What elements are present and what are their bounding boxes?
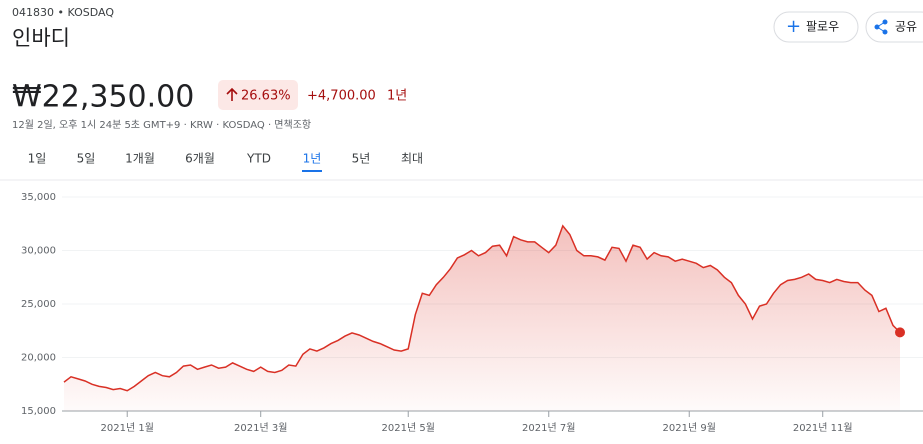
period-tab[interactable]: 1년	[303, 152, 322, 166]
period-tab[interactable]: 6개월	[185, 152, 215, 166]
y-tick-label: 25,000	[21, 299, 56, 310]
follow-label: 팔로우	[806, 20, 839, 34]
y-tick-label: 35,000	[21, 192, 56, 203]
x-tick-label: 2021년 3월	[234, 422, 287, 434]
stock-name: 인바디	[12, 26, 70, 50]
tab-underline	[302, 170, 322, 172]
period-tab[interactable]: YTD	[246, 152, 271, 166]
price: ₩22,350.00	[12, 80, 194, 115]
y-tick-label: 20,000	[21, 353, 56, 364]
period-tab[interactable]: 5일	[77, 152, 96, 166]
period-tab[interactable]: 최대	[401, 152, 423, 166]
plus-icon: +	[786, 16, 801, 37]
change-pct: 26.63%	[241, 89, 291, 104]
ticker: 041830 • KOSDAQ	[12, 6, 114, 19]
up-arrow	[226, 87, 238, 101]
last-point	[895, 327, 905, 338]
share-icon	[874, 19, 888, 35]
change-period: 1년	[387, 89, 407, 104]
timestamp: 12월 2일, 오후 1시 24분 5초 GMT+9 · KRW · KOSDA…	[12, 119, 311, 131]
share-button[interactable]	[865, 11, 923, 43]
x-tick-label: 2021년 5월	[382, 422, 435, 434]
change-abs: +4,700.00	[307, 89, 376, 104]
change-badge	[218, 80, 298, 110]
price-line	[63, 224, 901, 392]
share-label: 공유	[895, 20, 917, 34]
y-tick-label: 30,000	[21, 246, 56, 257]
period-tab[interactable]: 1개월	[125, 152, 155, 166]
period-tab[interactable]: 1일	[28, 152, 47, 166]
area-fill	[64, 225, 900, 411]
x-tick-label: 2021년 7월	[522, 422, 575, 434]
follow-button[interactable]	[773, 11, 859, 43]
y-tick-label: 15,000	[21, 406, 56, 417]
x-tick-label: 2021년 1월	[101, 422, 154, 434]
period-tab[interactable]: 5년	[352, 152, 371, 166]
x-tick-label: 2021년 11월	[793, 422, 853, 434]
x-tick-label: 2021년 9월	[663, 422, 716, 434]
